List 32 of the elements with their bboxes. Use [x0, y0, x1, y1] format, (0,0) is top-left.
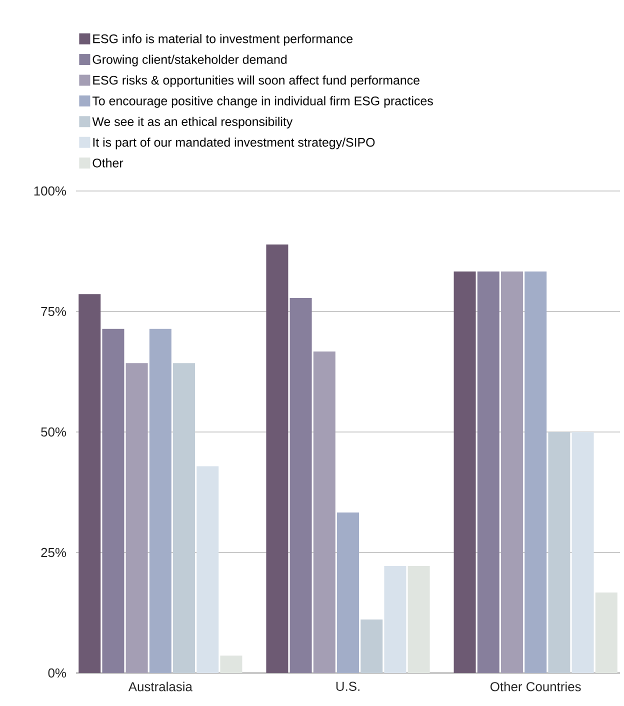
bar	[524, 271, 547, 673]
y-tick-label: 0%	[48, 668, 66, 678]
bar	[78, 294, 101, 673]
bar	[337, 512, 360, 673]
legend-label: ESG risks & opportunities will soon affect fund performance	[93, 75, 420, 88]
bar	[477, 271, 500, 673]
bar	[500, 271, 523, 673]
bar	[266, 244, 288, 673]
legend-label: To encourage positive change in individual firm ESG practices	[92, 96, 433, 108]
bar	[548, 432, 570, 673]
legend-label: We see it as an ethical responsibility	[92, 116, 293, 128]
legend-label: Other	[92, 158, 124, 168]
bar	[173, 363, 196, 673]
legend-label: It is part of our mandated investment strategy/SIPO	[93, 138, 375, 150]
x-tick-label: Other Countries	[490, 682, 581, 692]
legend-label: ESG info is material to investment performance	[93, 34, 353, 46]
bar	[290, 298, 312, 673]
bar	[360, 619, 383, 673]
bar	[384, 566, 406, 673]
x-tick-label: U.S.	[336, 682, 360, 691]
y-tick-label: 100%	[34, 186, 66, 196]
bar	[408, 566, 430, 673]
legend-label: Growing client/stakeholder demand	[92, 54, 287, 66]
y-tick-label: 25%	[41, 548, 66, 558]
bar	[454, 271, 476, 673]
y-tick-label: 50%	[41, 427, 66, 437]
bar	[126, 363, 148, 673]
bar	[102, 328, 124, 673]
y-tick-label: 75%	[41, 306, 66, 316]
x-tick-label: Australasia	[128, 682, 192, 692]
bar	[149, 328, 172, 673]
bar	[313, 352, 336, 673]
